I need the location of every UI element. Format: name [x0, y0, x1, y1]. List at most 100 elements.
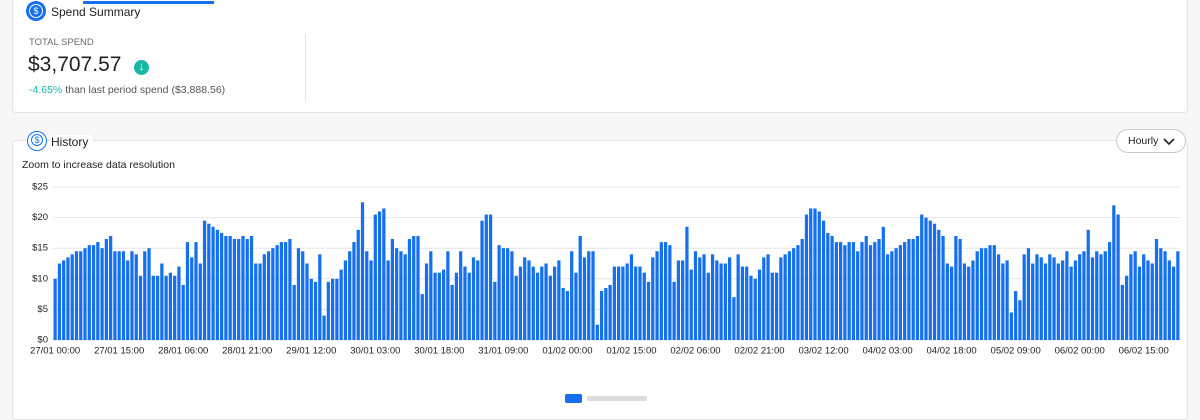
bar: [185, 242, 190, 340]
bar: [783, 254, 787, 340]
bar: [681, 260, 685, 340]
bar: [574, 272, 578, 340]
legend-blurred-label: [587, 396, 647, 401]
bar: [1014, 291, 1018, 340]
bar: [796, 245, 800, 340]
bar: [288, 239, 292, 340]
bar: [915, 235, 920, 340]
bar: [984, 248, 988, 340]
bar: [241, 235, 245, 340]
bar: [625, 263, 629, 340]
bar: [446, 251, 450, 340]
bar: [224, 235, 228, 340]
page: $ Spend Summary TOTAL SPEND $3,707.57 ↓ …: [12, 0, 1188, 420]
bar: [296, 248, 301, 340]
bar: [1159, 248, 1163, 340]
bar: [548, 275, 552, 340]
bar: [774, 272, 779, 340]
bar: [851, 242, 856, 340]
bar: [890, 251, 894, 340]
bar: [651, 257, 655, 340]
bar: [360, 202, 365, 340]
bar: [1099, 254, 1103, 340]
bar: [70, 254, 74, 340]
x-tick-label: 01/02 00:00: [542, 346, 592, 357]
bar: [1133, 251, 1137, 340]
bar: [740, 266, 745, 340]
bar: [706, 272, 710, 340]
bar: [488, 214, 493, 340]
bar: [266, 251, 271, 340]
bar: [873, 242, 877, 340]
bar: [87, 245, 91, 340]
bar: [1052, 257, 1056, 340]
dropdown-chevron: [1163, 138, 1175, 146]
bar: [1078, 254, 1082, 340]
bar: [894, 248, 898, 340]
divider: [305, 33, 306, 101]
bar: [1112, 205, 1116, 340]
bar: [1048, 254, 1052, 340]
bar: [629, 254, 634, 340]
bar: [237, 239, 241, 340]
bar: [480, 220, 484, 340]
bar: [813, 208, 817, 340]
bar: [309, 278, 313, 340]
bar: [66, 257, 70, 340]
bar: [326, 281, 330, 340]
interval-dropdown[interactable]: Hourly: [1116, 129, 1186, 153]
bar: [710, 254, 715, 340]
x-tick-label: 28/01 06:00: [158, 346, 208, 357]
bar: [113, 251, 117, 340]
y-tick-label: $10: [32, 273, 48, 284]
bar: [407, 239, 412, 340]
bar: [1125, 275, 1129, 340]
bar: [659, 242, 663, 340]
bar: [1150, 263, 1154, 340]
bar: [702, 254, 706, 340]
bar: [642, 272, 646, 340]
legend-swatch: [565, 394, 582, 403]
bar: [975, 251, 979, 340]
bar: [856, 251, 860, 340]
bar: [561, 287, 565, 340]
bar: [779, 257, 783, 340]
bar: [877, 239, 881, 340]
y-tick-label: $0: [37, 335, 48, 346]
bar: [395, 248, 399, 340]
bar: [437, 272, 441, 340]
bar: [138, 275, 143, 340]
x-tick-label: 04/02 03:00: [862, 346, 912, 357]
bar: [356, 229, 360, 340]
bar: [420, 294, 424, 340]
bar: [100, 248, 104, 340]
bar: [826, 232, 830, 340]
bar: [937, 229, 941, 340]
bar: [958, 239, 962, 340]
bar: [352, 242, 356, 340]
summary-card: $ Spend Summary TOTAL SPEND $3,707.57 ↓ …: [12, 0, 1188, 113]
bar: [638, 266, 642, 340]
bar: [817, 211, 821, 340]
bar: [535, 272, 540, 340]
bar: [262, 254, 266, 340]
bar: [617, 266, 621, 340]
bar: [655, 251, 659, 340]
bar: [117, 251, 121, 340]
bar: [732, 297, 736, 340]
x-tick-label: 30/01 18:00: [414, 346, 464, 357]
bar: [1146, 260, 1150, 340]
bar: [412, 235, 416, 340]
bar: [1090, 257, 1095, 340]
bar: [838, 242, 843, 340]
bar: [911, 239, 915, 340]
bar: [907, 239, 911, 340]
bar: [979, 248, 984, 340]
x-tick-label: 05/02 09:00: [991, 346, 1041, 357]
bar: [1082, 251, 1086, 340]
bar: [898, 245, 903, 340]
bar: [62, 260, 66, 340]
bar: [83, 248, 87, 340]
bar: [992, 245, 996, 340]
bar: [177, 266, 181, 340]
